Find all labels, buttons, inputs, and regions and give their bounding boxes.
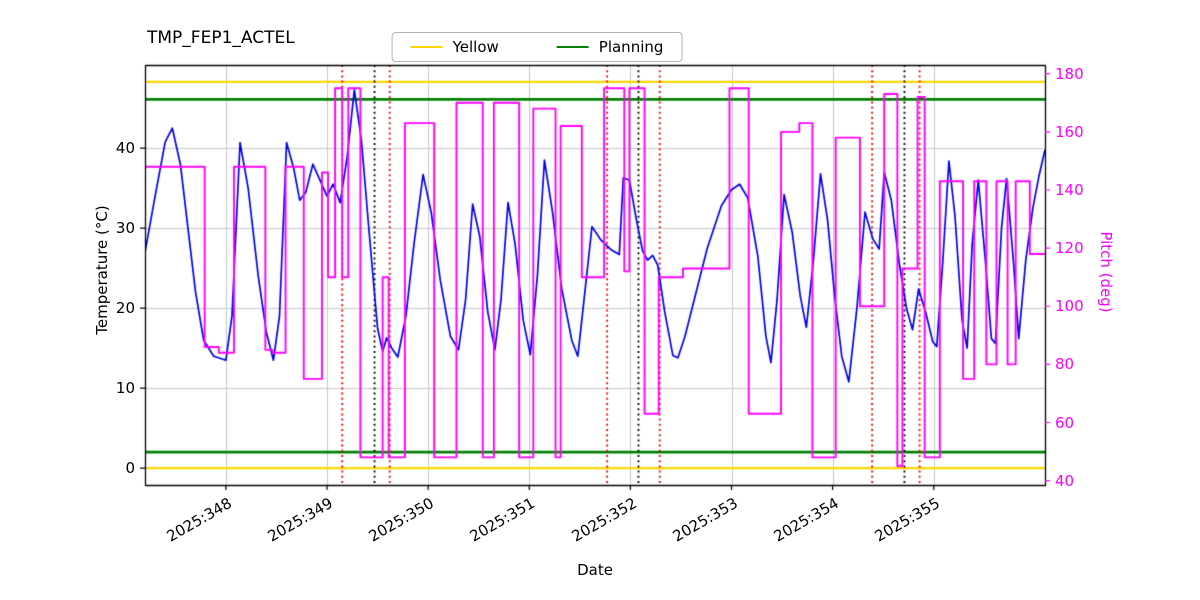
y-tick-label-right: 140 <box>1055 180 1084 199</box>
y-tick-label-left: 40 <box>115 139 135 158</box>
planning-limit-line-swatch <box>556 46 589 48</box>
legend-entry-yellow: Yellow <box>410 38 499 56</box>
x-axis-label-date: Date <box>577 561 613 579</box>
y-tick-label-right: 60 <box>1055 413 1075 432</box>
chart-title: TMP_FEP1_ACTEL <box>147 28 295 48</box>
legend: Yellow Planning <box>391 32 683 62</box>
yellow-limit-line-swatch <box>410 46 443 48</box>
y-tick-label-left: 30 <box>115 219 135 238</box>
y-axis-label-pitch: Pitch (deg) <box>1097 231 1115 313</box>
y-tick-label-right: 100 <box>1055 297 1084 316</box>
y-tick-label-right: 80 <box>1055 355 1075 374</box>
legend-label-planning: Planning <box>598 38 664 56</box>
y-tick-label-right: 40 <box>1055 471 1075 490</box>
legend-entry-planning: Planning <box>556 38 664 56</box>
legend-label-yellow: Yellow <box>452 38 499 56</box>
y-tick-label-right: 180 <box>1055 64 1084 83</box>
y-tick-label-right: 160 <box>1055 122 1084 141</box>
y-tick-label-left: 20 <box>115 299 135 318</box>
y-tick-label-left: 0 <box>125 459 135 478</box>
y-tick-label-left: 10 <box>115 379 135 398</box>
y-tick-label-right: 120 <box>1055 239 1084 258</box>
